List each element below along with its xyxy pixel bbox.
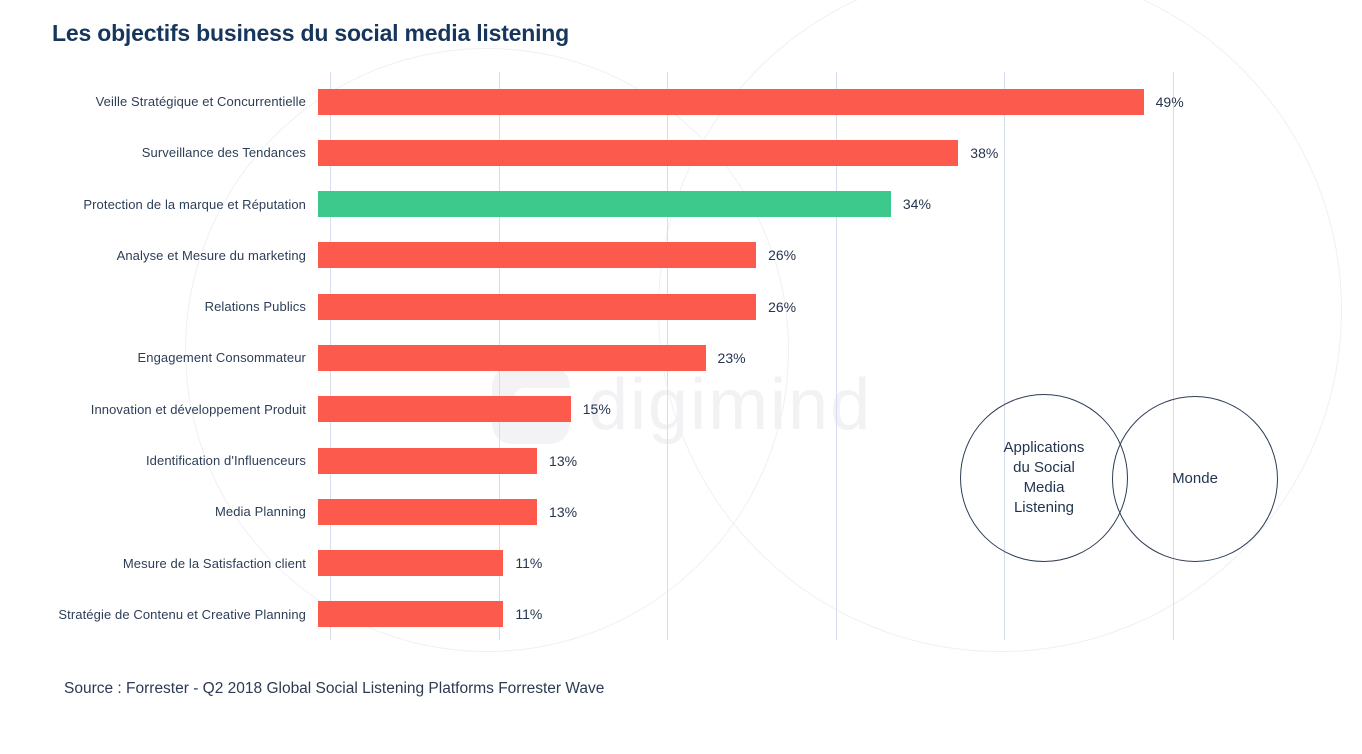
gridline-40pct [1004,72,1005,640]
venn-circle-monde: Monde [1112,396,1278,562]
venn-label-applications: Applications du Social Media Listening [1003,438,1085,517]
bar-track: 26% [318,293,1240,320]
bar-track: 49% [318,88,1240,115]
bar-row: Stratégie de Contenu et Creative Plannin… [50,589,1240,640]
bar-row: Protection de la marque et Réputation 34% [50,179,1240,230]
bar-track: 13% [318,498,1240,525]
bar-rows: Veille Stratégique et Concurrentielle 49%… [50,72,1240,640]
source-caption: Source : Forrester - Q2 2018 Global Soci… [64,680,605,697]
bar-track: 38% [318,139,1240,166]
value-label: 13% [549,503,578,520]
venn-label-monde: Monde [1172,469,1218,487]
bar-track: 15% [318,396,1240,423]
bar [318,498,538,525]
value-label: 34% [902,196,931,213]
category-label: Engagement Consommateur [137,350,306,366]
gridline-30pct [835,72,837,640]
value-label: 15% [582,401,611,418]
bar-row: Veille Stratégique et Concurrentielle 49% [50,76,1240,127]
digimind-watermark: digimind [492,366,872,444]
bar-row: Mesure de la Satisfaction client 11% [50,537,1240,588]
category-label: Analyse et Mesure du marketing [116,247,306,263]
category-label: Innovation et développement Produit [90,401,306,417]
bar [318,550,504,577]
value-label: 38% [970,144,999,161]
value-label: 13% [549,452,578,469]
value-label: 11% [515,606,543,623]
category-label: Mesure de la Satisfaction client [122,555,306,571]
bar [318,293,757,320]
bar-row: Innovation et développement Produit 15% [50,384,1240,435]
category-label: Media Planning [214,504,306,520]
bar [318,447,538,474]
bar-row: Relations Publics 26% [50,281,1240,332]
bar [318,88,1144,115]
bar-row: Engagement Consommateur 23% [50,332,1240,383]
bar [318,242,757,269]
decorative-circle-right [658,0,1342,652]
bar [318,601,504,628]
bar [318,344,706,371]
category-label: Relations Publics [204,299,306,315]
category-label: Identification d'Influenceurs [145,453,306,469]
bar-row: Surveillance des Tendances 38% [50,127,1240,178]
value-label: 11% [515,555,543,572]
chart-title: Les objectifs business du social media l… [52,20,569,46]
value-label: 26% [768,298,797,315]
watermark-text: digimind [588,365,873,445]
gridline-50pct [1172,72,1174,640]
bar-track: 11% [318,550,1240,577]
bar-track: 23% [318,344,1240,371]
bar-track: 11% [318,601,1240,628]
bar-row: Analyse et Mesure du marketing 26% [50,230,1240,281]
category-label: Protection de la marque et Réputation [83,196,306,212]
bar-row: Identification d'Influenceurs 13% [50,435,1240,486]
bar-row: Media Planning 13% [50,486,1240,537]
bar-highlighted [318,191,891,218]
category-label: Stratégie de Contenu et Creative Plannin… [58,606,306,622]
bar-chart: Veille Stratégique et Concurrentielle 49%… [50,72,1240,640]
bar [318,396,571,423]
value-label: 23% [717,349,746,366]
category-label: Surveillance des Tendances [141,145,306,161]
value-label: 26% [768,247,797,264]
venn-circle-applications: Applications du Social Media Listening [960,394,1128,562]
bar-track: 26% [318,242,1240,269]
category-label: Veille Stratégique et Concurrentielle [95,94,306,110]
bar [318,139,959,166]
bar-track: 13% [318,447,1240,474]
value-label: 49% [1155,93,1184,110]
bar-track: 34% [318,191,1240,218]
